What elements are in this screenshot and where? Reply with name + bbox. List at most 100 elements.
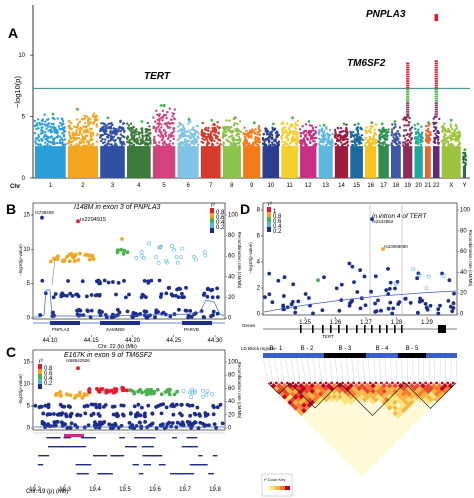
- snp-point: [415, 276, 420, 281]
- manhattan-point: [201, 131, 204, 134]
- snp-point: [86, 309, 90, 314]
- gene-c: [125, 446, 137, 448]
- manhattan-point: [434, 122, 437, 125]
- ylabel-right-c: Recombination rate (cM/Mb): [237, 362, 242, 419]
- snp-point: [171, 412, 176, 417]
- manhattan-point: [250, 134, 253, 137]
- manhattan-xtick-label: 16: [367, 183, 374, 189]
- snp-point: [121, 412, 125, 417]
- manhattan-point: [87, 140, 90, 144]
- manhattan-point: [313, 136, 317, 140]
- manhattan-point: [178, 121, 181, 125]
- ld-snp-marker: [374, 381, 378, 385]
- manhattan-point: [128, 127, 131, 130]
- manhattan-ytick-label: 0: [22, 176, 26, 182]
- pnpla3-hit-column: [434, 91, 438, 93]
- snp-point: [363, 303, 368, 308]
- manhattan-point: [285, 122, 289, 125]
- points-d: [263, 205, 456, 316]
- ld-block-segment: [366, 353, 398, 358]
- snp-point: [86, 423, 91, 428]
- xtick-label: 1.25: [299, 320, 311, 326]
- xtick-label: 1.27: [360, 320, 372, 326]
- manhattan-point: [368, 136, 371, 140]
- manhattan-xtick-label: 19: [404, 183, 411, 189]
- manhattan-point: [192, 142, 196, 146]
- manhattan-point: [294, 121, 297, 125]
- manhattan-point: [390, 131, 394, 134]
- manhattan-point: [207, 126, 210, 130]
- snp-point: [358, 306, 363, 311]
- snp-point-open: [203, 253, 208, 258]
- snp-point-open: [193, 389, 197, 394]
- snp-point: [149, 278, 154, 283]
- manhattan-point: [394, 141, 397, 144]
- manhattan-point: [43, 134, 46, 138]
- manhattan-point: [235, 134, 238, 137]
- manhattan-point: [149, 138, 152, 141]
- manhattan-point: [250, 136, 253, 139]
- manhattan-chromosome-band: [100, 146, 125, 178]
- snp-point: [263, 295, 267, 300]
- snp-point: [436, 311, 441, 316]
- tm6sf2-hit-column: [406, 102, 410, 104]
- manhattan-point: [284, 128, 288, 132]
- snp-point: [176, 307, 181, 312]
- snp-point: [113, 390, 117, 395]
- manhattan-point: [269, 131, 272, 134]
- snp-point: [296, 299, 301, 304]
- manhattan-point: [214, 131, 218, 134]
- pnpla3-hit-column: [434, 104, 438, 107]
- manhattan-point: [145, 138, 148, 141]
- manhattan-point: [355, 136, 358, 139]
- ld-cell: [323, 413, 329, 419]
- pnpla3-hit-column: [434, 115, 438, 118]
- manhattan-point: [141, 137, 144, 140]
- manhattan-suggestive-point: [187, 117, 191, 121]
- snp-point: [96, 412, 101, 416]
- manhattan-ylabel: −log10(p): [13, 76, 22, 108]
- manhattan-chromosome-band: [200, 146, 221, 178]
- manhattan-point: [81, 139, 85, 142]
- manhattan-chromosome-band: [318, 146, 333, 178]
- manhattan-point: [378, 143, 381, 147]
- manhattan-point: [44, 137, 48, 141]
- manhattan-point: [83, 138, 87, 141]
- snp-point: [397, 300, 402, 305]
- snp-point: [387, 286, 392, 291]
- manhattan-point: [85, 125, 88, 129]
- manhattan-point: [334, 132, 337, 135]
- snp-point-open: [158, 245, 163, 250]
- snp-point: [373, 274, 378, 279]
- manhattan-point: [313, 143, 316, 146]
- manhattan-point: [458, 141, 461, 144]
- manhattan-suggestive-point: [106, 116, 110, 120]
- manhattan-point: [436, 141, 440, 144]
- snp-point: [82, 404, 87, 409]
- snp-point: [33, 403, 38, 408]
- legend-swatch: [38, 384, 42, 389]
- manhattan-point: [443, 143, 446, 147]
- manhattan-point: [70, 136, 73, 139]
- snp-point: [270, 300, 275, 305]
- manhattan-point: [114, 127, 117, 131]
- manhattan-point: [49, 128, 52, 131]
- snp-point: [281, 294, 286, 298]
- manhattan-point: [433, 140, 436, 143]
- manhattan-point: [58, 128, 62, 131]
- manhattan-point: [365, 126, 368, 129]
- tm6sf2-hit-column: [406, 93, 410, 96]
- ld-connector: [301, 357, 306, 383]
- ld-cell: [370, 438, 376, 444]
- snp-point-open: [181, 389, 186, 394]
- gene-c: [178, 473, 188, 475]
- ld-cell: [298, 410, 304, 417]
- manhattan-point: [162, 142, 165, 145]
- pnpla3-hit-column: [434, 62, 438, 65]
- manhattan-point: [364, 130, 368, 133]
- manhattan-point: [70, 122, 73, 125]
- manhattan-point: [384, 143, 387, 146]
- manhattan-point: [48, 122, 51, 125]
- ld-snp-marker: [429, 381, 433, 385]
- snp-point: [65, 392, 70, 397]
